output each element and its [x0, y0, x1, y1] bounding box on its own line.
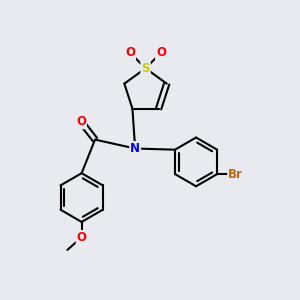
Text: O: O [76, 231, 87, 244]
Text: Br: Br [228, 168, 243, 181]
Text: O: O [125, 46, 135, 59]
Text: O: O [156, 46, 166, 59]
Text: N: N [130, 142, 140, 155]
Text: O: O [76, 115, 86, 128]
Text: S: S [141, 62, 150, 75]
